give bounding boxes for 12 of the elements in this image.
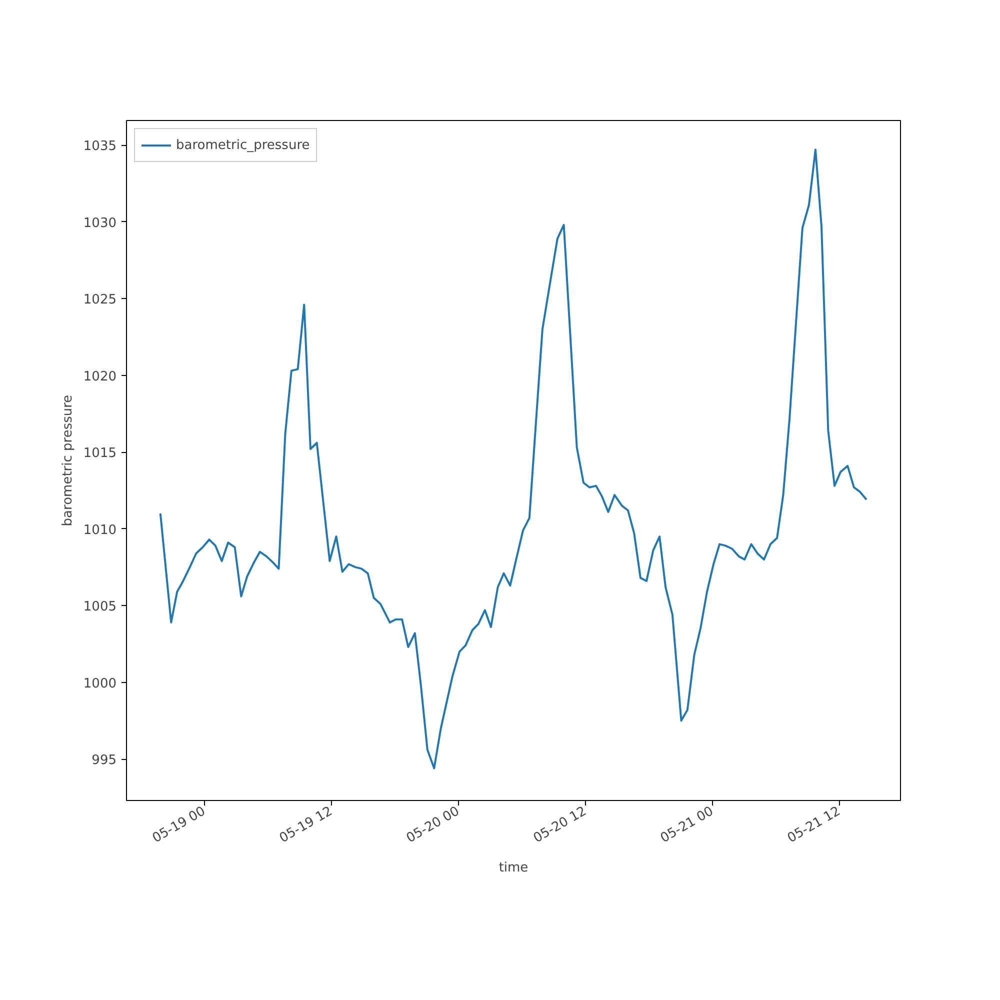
y-tick-label: 1000 [83,676,117,692]
y-tick-label: 995 [92,753,117,768]
y-tick-label: 1035 [83,139,117,154]
x-axis-title: time [498,860,528,876]
legend-label: barometric_pressure [176,138,310,152]
y-tick-label: 1010 [83,522,117,538]
y-tick-label: 1025 [83,292,117,308]
y-axis-title: barometric pressure [60,394,76,526]
y-tick-label: 1030 [83,216,117,231]
y-tick-label: 1015 [83,446,117,462]
y-tick-label: 1005 [83,600,117,615]
y-tick-label: 1020 [83,369,117,384]
